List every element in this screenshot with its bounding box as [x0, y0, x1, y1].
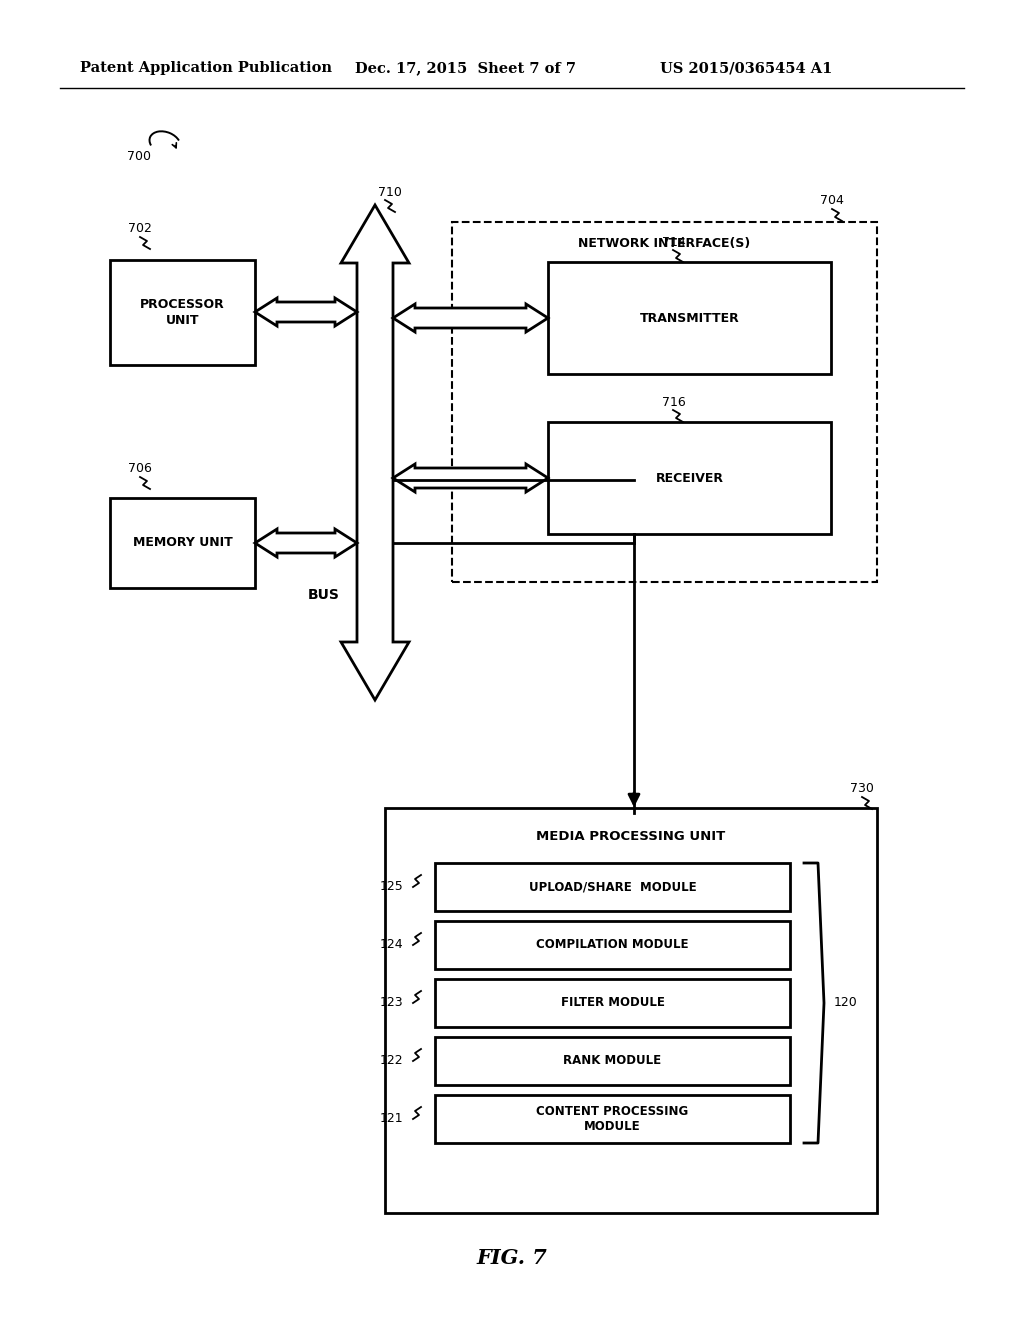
Text: 700: 700: [127, 150, 151, 164]
Bar: [435, 921, 790, 969]
Text: 124: 124: [380, 939, 403, 952]
Text: RANK MODULE: RANK MODULE: [563, 1055, 662, 1068]
Bar: [435, 979, 790, 1027]
Text: 704: 704: [820, 194, 844, 206]
Text: BUS: BUS: [308, 587, 340, 602]
Bar: [452, 222, 877, 582]
Text: Patent Application Publication: Patent Application Publication: [80, 61, 332, 75]
Bar: [548, 261, 831, 374]
Text: 702: 702: [128, 222, 152, 235]
Text: TRANSMITTER: TRANSMITTER: [640, 312, 739, 325]
Polygon shape: [255, 298, 357, 326]
Text: 710: 710: [378, 186, 401, 199]
Polygon shape: [393, 304, 548, 333]
Polygon shape: [255, 529, 357, 557]
Text: PROCESSOR
UNIT: PROCESSOR UNIT: [140, 298, 225, 326]
Text: 714: 714: [662, 235, 686, 248]
Polygon shape: [393, 465, 548, 492]
Text: UPLOAD/SHARE  MODULE: UPLOAD/SHARE MODULE: [528, 880, 696, 894]
Bar: [548, 422, 831, 535]
Text: FILTER MODULE: FILTER MODULE: [560, 997, 665, 1010]
Text: 716: 716: [662, 396, 686, 408]
Text: RECEIVER: RECEIVER: [655, 471, 724, 484]
Text: US 2015/0365454 A1: US 2015/0365454 A1: [660, 61, 833, 75]
Bar: [110, 260, 255, 366]
Text: CONTENT PROCESSING
MODULE: CONTENT PROCESSING MODULE: [537, 1105, 688, 1133]
Text: MEMORY UNIT: MEMORY UNIT: [133, 536, 232, 549]
Bar: [110, 498, 255, 587]
Text: 120: 120: [834, 997, 858, 1010]
Text: NETWORK INTERFACE(S): NETWORK INTERFACE(S): [579, 238, 751, 251]
Text: 121: 121: [380, 1113, 403, 1126]
Bar: [435, 1038, 790, 1085]
Text: COMPILATION MODULE: COMPILATION MODULE: [537, 939, 689, 952]
Text: 706: 706: [128, 462, 152, 474]
Bar: [435, 1096, 790, 1143]
Bar: [385, 808, 877, 1213]
Text: Dec. 17, 2015  Sheet 7 of 7: Dec. 17, 2015 Sheet 7 of 7: [355, 61, 575, 75]
Text: 122: 122: [380, 1055, 403, 1068]
Text: MEDIA PROCESSING UNIT: MEDIA PROCESSING UNIT: [537, 829, 726, 842]
Bar: [435, 863, 790, 911]
Text: 125: 125: [380, 880, 403, 894]
Text: 730: 730: [850, 781, 873, 795]
Polygon shape: [341, 205, 409, 700]
Text: 123: 123: [380, 997, 403, 1010]
Text: FIG. 7: FIG. 7: [476, 1247, 548, 1269]
